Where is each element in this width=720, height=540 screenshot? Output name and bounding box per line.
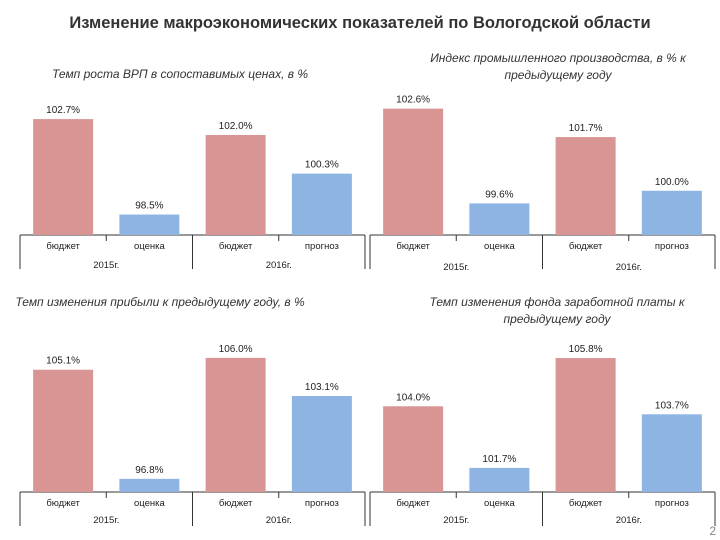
data-label: 103.1%	[305, 382, 339, 393]
bar-3	[555, 358, 616, 492]
category-label: прогноз	[305, 498, 339, 509]
bar-3	[205, 357, 266, 492]
chart-4-title: Темп изменения фонда заработной платы к …	[429, 295, 685, 326]
data-label: 99.6%	[485, 189, 513, 200]
bar-1	[33, 369, 94, 492]
category-label: оценка	[484, 241, 516, 252]
data-label: 101.7%	[482, 454, 516, 465]
group-label: 2015г.	[443, 262, 469, 273]
group-label: 2016г.	[266, 260, 292, 271]
group-label: 2015г.	[443, 515, 469, 526]
group-label: 2016г.	[616, 262, 642, 273]
category-label: бюджет	[219, 241, 253, 252]
data-label: 100.3%	[305, 160, 339, 171]
data-label: 105.1%	[46, 356, 80, 367]
bar-3	[205, 135, 266, 235]
bar-1	[383, 108, 444, 235]
data-label: 96.8%	[135, 465, 163, 476]
bar-3	[555, 137, 616, 235]
category-label: прогноз	[655, 498, 689, 509]
category-label: бюджет	[46, 498, 80, 509]
page-title: Изменение макроэкономических показателей…	[69, 14, 651, 32]
bar-4	[641, 414, 702, 492]
category-label: бюджет	[219, 498, 253, 509]
bar-4	[291, 396, 352, 492]
group-label: 2016г.	[616, 515, 642, 526]
category-label: оценка	[484, 498, 516, 509]
category-label: бюджет	[396, 241, 430, 252]
bar-2	[469, 203, 530, 235]
bar-4	[291, 173, 352, 235]
chart-1-title: Темп роста ВРП в сопоставимых ценах, в %	[51, 67, 309, 81]
data-label: 101.7%	[569, 123, 603, 134]
category-label: бюджет	[396, 498, 430, 509]
bar-2	[119, 478, 180, 492]
group-label: 2015г.	[93, 260, 119, 271]
category-label: бюджет	[569, 241, 603, 252]
bar-2	[119, 214, 180, 235]
category-label: оценка	[134, 498, 166, 509]
data-label: 105.8%	[569, 344, 603, 355]
category-label: оценка	[134, 241, 166, 252]
bar-4	[641, 190, 702, 235]
data-label: 104.0%	[396, 392, 430, 403]
category-label: прогноз	[655, 241, 689, 252]
bar-1	[383, 406, 444, 492]
data-label: 103.7%	[655, 400, 689, 411]
bar-1	[33, 119, 94, 235]
data-label: 100.0%	[655, 177, 689, 188]
category-label: бюджет	[569, 498, 603, 509]
chart-2-title: Индекс промышленного производства, в % к…	[430, 51, 686, 82]
category-label: бюджет	[46, 241, 80, 252]
data-label: 98.5%	[135, 201, 163, 212]
data-label: 102.6%	[396, 95, 430, 106]
data-label: 102.7%	[46, 105, 80, 116]
group-label: 2015г.	[93, 515, 119, 526]
group-label: 2016г.	[266, 515, 292, 526]
bar-2	[469, 467, 530, 492]
data-label: 106.0%	[219, 344, 253, 355]
chart-3-title: Темп изменения прибыли к предыдущему год…	[15, 295, 305, 309]
page-number: 2	[709, 524, 716, 538]
data-label: 102.0%	[219, 121, 253, 132]
category-label: прогноз	[305, 241, 339, 252]
